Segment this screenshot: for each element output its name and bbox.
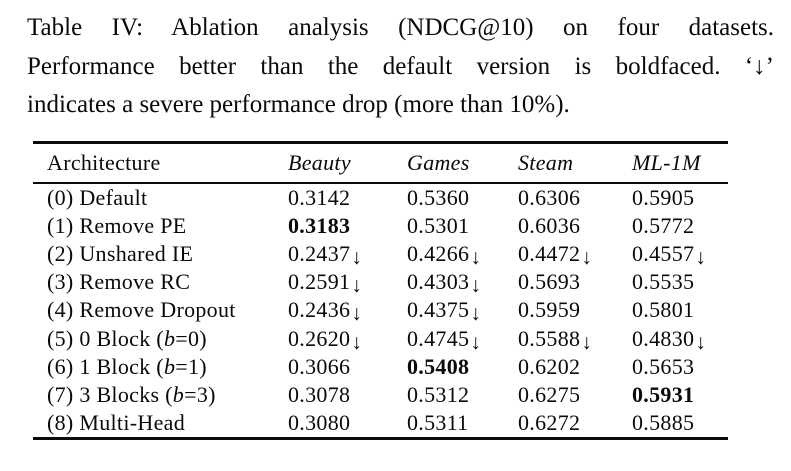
table-row: (1) Remove PE 0.3183 0.5301 0.6036 0.5772 — [33, 212, 728, 240]
metric-value: 0.4375↓ — [407, 297, 482, 326]
row-label: (0) Default — [47, 185, 148, 211]
metric-value: 0.2620↓ — [288, 325, 363, 354]
ablation-table: Architecture Beauty Games Steam ML-1M (0… — [33, 141, 728, 440]
row-label: (1) Remove PE — [47, 213, 187, 239]
metric-value: 0.5885 — [632, 409, 695, 435]
drop-arrow: ↓ — [695, 329, 707, 354]
row-label: (5) 0 Block (b=0) — [47, 325, 207, 351]
metric-value: 0.5801 — [632, 297, 695, 323]
metric-value: 0.4266↓ — [407, 241, 482, 270]
column-header-games: Games — [407, 150, 470, 175]
row-label: (4) Remove Dropout — [47, 297, 236, 323]
row-label: (6) 1 Block (b=1) — [47, 353, 207, 379]
metric-value: 0.5931 — [632, 381, 695, 407]
drop-arrow: ↓ — [470, 329, 482, 354]
caption-line-3: indicates a severe performance drop (mor… — [27, 91, 570, 118]
table-header-row: Architecture Beauty Games Steam ML-1M — [33, 144, 728, 182]
metric-value: 0.3080 — [288, 409, 351, 435]
row-label: (8) Multi-Head — [47, 409, 185, 435]
drop-arrow: ↓ — [351, 245, 363, 270]
column-header-architecture: Architecture — [47, 150, 161, 175]
table-row: (5) 0 Block (b=0) 0.2620↓ 0.4745↓ 0.5588↓ 0.… — [33, 324, 728, 354]
column-header-ml-1m: ML-1M — [632, 150, 701, 175]
metric-value: 0.6036 — [518, 213, 581, 239]
column-header-beauty: Beauty — [288, 150, 351, 175]
row-label: (2) Unshared IE — [47, 241, 194, 267]
drop-arrow: ↓ — [351, 329, 363, 354]
metric-value: 0.5408 — [407, 353, 470, 379]
drop-arrow: ↓ — [581, 245, 593, 270]
metric-value: 0.5311 — [407, 409, 469, 435]
metric-value: 0.3142 — [288, 185, 351, 211]
metric-value: 0.2591↓ — [288, 269, 363, 298]
metric-value: 0.4303↓ — [407, 269, 482, 298]
metric-value: 0.5653 — [632, 353, 695, 379]
caption-line-2: Performance better than the default vers… — [27, 52, 774, 80]
metric-value: 0.5772 — [632, 213, 695, 239]
metric-value: 0.5588↓ — [518, 325, 593, 354]
table-row: (7) 3 Blocks (b=3) 0.3078 0.5312 0.6275 0.59… — [33, 381, 728, 409]
metric-value: 0.4745↓ — [407, 325, 482, 354]
drop-arrow: ↓ — [470, 273, 482, 298]
drop-arrow: ↓ — [581, 329, 593, 354]
metric-value: 0.5905 — [632, 185, 695, 211]
metric-value: 0.3183 — [288, 213, 351, 239]
table-bottom-rule — [33, 436, 728, 440]
metric-value: 0.3078 — [288, 381, 351, 407]
metric-value: 0.4557↓ — [632, 241, 707, 270]
metric-value: 0.2437↓ — [288, 241, 363, 270]
metric-value: 0.4472↓ — [518, 241, 593, 270]
drop-arrow: ↓ — [695, 245, 707, 270]
row-label: (3) Remove RC — [47, 269, 191, 295]
metric-value: 0.5535 — [632, 269, 695, 295]
metric-value: 0.6275 — [518, 381, 581, 407]
drop-arrow: ↓ — [470, 301, 482, 326]
metric-value: 0.6272 — [518, 409, 581, 435]
table-top-rule — [33, 141, 728, 144]
table-caption: Table IV: Ablation analysis (NDCG@10) on… — [27, 9, 774, 125]
caption-line-1: Table IV: Ablation analysis (NDCG@10) on… — [27, 14, 774, 41]
table-row: (2) Unshared IE 0.2437↓ 0.4266↓ 0.4472↓ 0.45… — [33, 240, 728, 270]
drop-arrow: ↓ — [470, 245, 482, 270]
metric-value: 0.5301 — [407, 213, 470, 239]
metric-value: 0.5693 — [518, 269, 581, 295]
table-row: (3) Remove RC 0.2591↓ 0.4303↓ 0.5693 0.5535 — [33, 268, 728, 298]
metric-value: 0.3066 — [288, 353, 351, 379]
metric-value: 0.5959 — [518, 297, 581, 323]
header-separator-rule — [33, 182, 728, 184]
metric-value: 0.4830↓ — [632, 325, 707, 354]
drop-arrow: ↓ — [351, 301, 363, 326]
metric-value: 0.6202 — [518, 353, 581, 379]
metric-value: 0.5360 — [407, 185, 470, 211]
metric-value: 0.6306 — [518, 185, 581, 211]
metric-value: 0.5312 — [407, 381, 470, 407]
drop-arrow: ↓ — [351, 273, 363, 298]
row-label: (7) 3 Blocks (b=3) — [47, 381, 216, 407]
table-row: (6) 1 Block (b=1) 0.3066 0.5408 0.6202 0.565… — [33, 353, 728, 381]
table-row: (8) Multi-Head 0.3080 0.5311 0.6272 0.5885 — [33, 409, 728, 437]
metric-value: 0.2436↓ — [288, 297, 363, 326]
column-header-steam: Steam — [518, 150, 574, 175]
table-row: (4) Remove Dropout 0.2436↓ 0.4375↓ 0.5959 0.… — [33, 296, 728, 326]
table-row: (0) Default 0.3142 0.5360 0.6306 0.5905 — [33, 184, 728, 212]
table-body: (0) Default 0.3142 0.5360 0.6306 0.5905 (1) R… — [33, 184, 728, 437]
